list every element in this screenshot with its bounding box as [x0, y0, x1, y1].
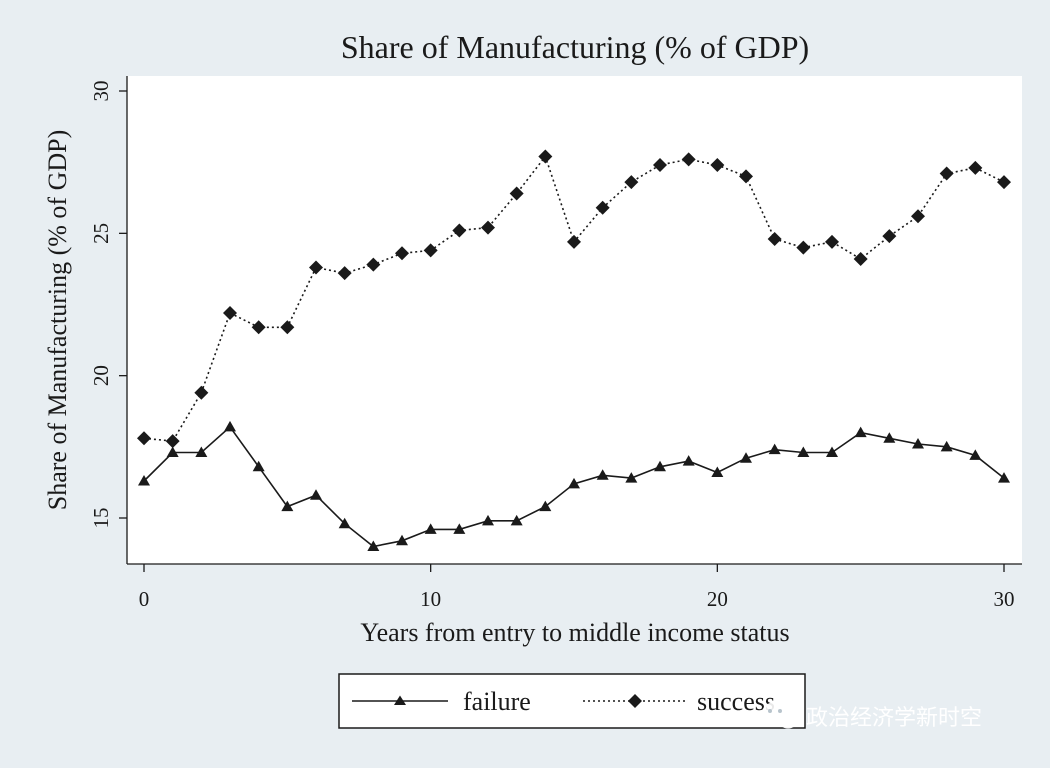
- data-point-failure: [424, 523, 437, 534]
- data-point-success: [968, 160, 983, 175]
- data-point-success: [739, 169, 753, 184]
- x-tick-label: 10: [420, 587, 441, 611]
- data-point-success: [538, 149, 553, 164]
- data-point-failure: [310, 489, 322, 500]
- data-point-success: [997, 175, 1011, 190]
- data-point-success: [567, 234, 581, 249]
- data-point-success: [452, 223, 467, 238]
- plot-area: [127, 76, 1022, 564]
- data-point-success: [853, 251, 868, 266]
- data-point-failure: [740, 452, 752, 463]
- data-point-success: [280, 320, 295, 335]
- y-axis-label: Share of Manufacturing (% of GDP): [43, 130, 72, 511]
- data-point-failure: [396, 534, 408, 546]
- data-point-success: [223, 306, 237, 321]
- data-point-success: [165, 434, 180, 449]
- data-point-success: [796, 240, 811, 255]
- y-tick-label: 25: [89, 223, 113, 244]
- data-point-success: [194, 385, 209, 400]
- data-point-success: [653, 158, 667, 173]
- data-point-success: [251, 320, 266, 335]
- data-point-failure: [711, 466, 724, 477]
- data-point-success: [366, 257, 381, 272]
- data-point-success: [137, 431, 151, 446]
- data-point-failure: [224, 420, 236, 432]
- data-point-failure: [510, 514, 523, 526]
- data-point-success: [595, 200, 610, 215]
- data-point-failure: [883, 432, 896, 443]
- data-point-failure: [826, 446, 838, 458]
- legend: failure success: [338, 673, 806, 729]
- data-point-success: [481, 220, 495, 235]
- data-point-failure: [482, 514, 494, 526]
- data-point-success: [395, 246, 409, 261]
- watermark: 政治经济学新时空: [762, 702, 982, 731]
- data-point-failure: [338, 517, 351, 529]
- data-point-success: [423, 243, 438, 258]
- legend-success-marker: [628, 694, 642, 708]
- data-point-failure: [195, 446, 208, 458]
- x-tick-label: 30: [994, 587, 1015, 611]
- data-point-failure: [568, 477, 580, 489]
- x-tick-label: 20: [707, 587, 728, 611]
- data-point-failure: [166, 446, 179, 458]
- data-point-failure: [367, 540, 380, 551]
- y-tick-label: 15: [89, 508, 113, 529]
- data-point-success: [767, 232, 782, 247]
- data-point-success: [911, 209, 925, 224]
- data-point-failure: [138, 474, 150, 486]
- y-tick-label: 30: [89, 81, 113, 102]
- data-point-failure: [940, 440, 953, 452]
- x-axis-label: Years from entry to middle income status: [360, 618, 789, 647]
- data-point-success: [882, 229, 897, 244]
- data-point-failure: [998, 472, 1010, 483]
- data-point-success: [939, 166, 954, 181]
- data-point-failure: [252, 460, 265, 472]
- data-point-failure: [625, 472, 638, 483]
- data-point-failure: [281, 500, 294, 512]
- data-point-success: [825, 234, 839, 249]
- data-point-failure: [797, 446, 810, 458]
- watermark-text: 政治经济学新时空: [806, 706, 982, 731]
- chart-title: Share of Manufacturing (% of GDP): [341, 29, 809, 65]
- y-tick-label: 20: [89, 365, 113, 386]
- wechat-icon: [762, 702, 798, 729]
- data-point-failure: [854, 426, 867, 438]
- series-layer: [137, 149, 1011, 551]
- data-point-success: [681, 152, 696, 167]
- data-point-success: [309, 260, 323, 275]
- data-point-failure: [539, 500, 552, 512]
- data-point-success: [337, 266, 352, 281]
- data-point-success: [624, 175, 639, 190]
- data-point-failure: [912, 437, 924, 449]
- data-point-failure: [768, 443, 781, 455]
- data-point-success: [710, 158, 725, 173]
- data-point-failure: [969, 449, 982, 460]
- data-point-success: [509, 186, 524, 201]
- legend-failure-marker: [394, 695, 406, 705]
- data-point-failure: [596, 469, 609, 480]
- axis-ticks: 0 10 20 30 15 20 25 30: [89, 81, 1015, 612]
- legend-failure-label: failure: [463, 687, 531, 716]
- legend-success-label: success: [697, 687, 775, 716]
- data-point-failure: [682, 455, 695, 466]
- data-point-failure: [654, 460, 666, 472]
- data-point-failure: [453, 523, 466, 534]
- x-tick-label: 0: [139, 587, 150, 611]
